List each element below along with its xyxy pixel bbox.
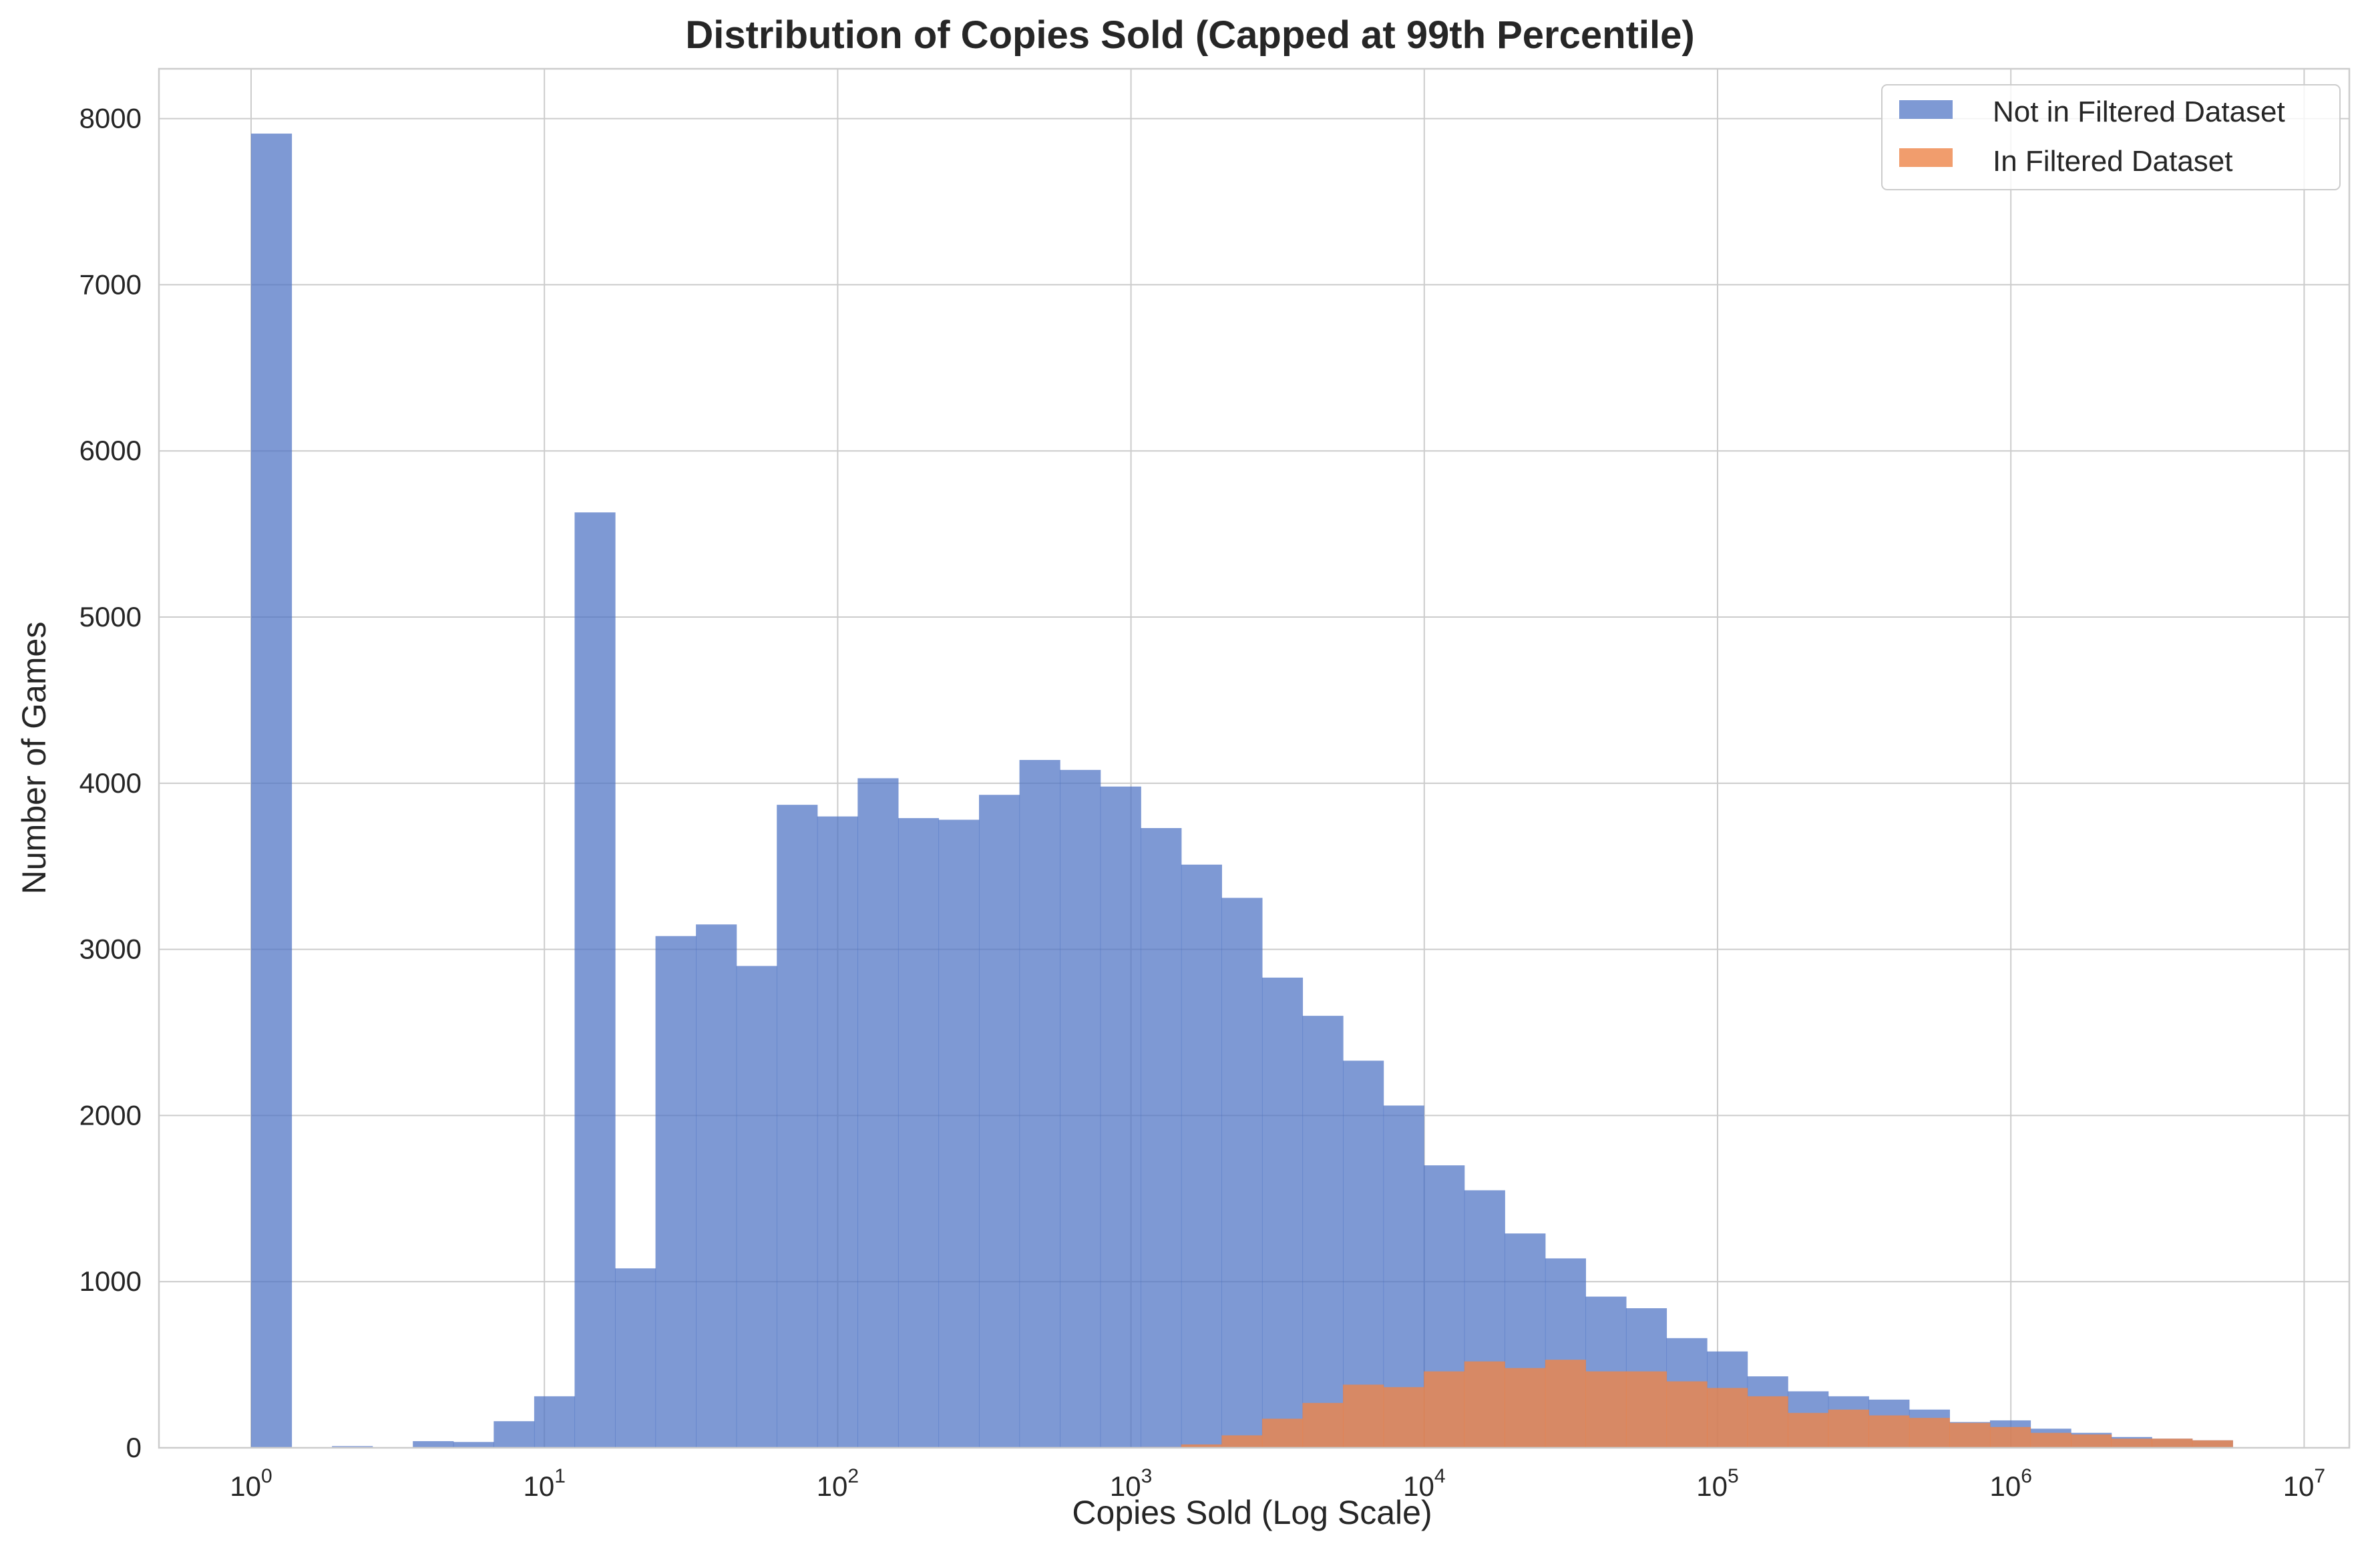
bar-in-filtered (1343, 1384, 1384, 1448)
bar-not-in-filtered (615, 1268, 656, 1448)
bar-not-in-filtered (655, 936, 697, 1448)
bar-not-in-filtered (696, 924, 737, 1448)
y-tick-label: 6000 (79, 435, 142, 466)
bar-in-filtered (1949, 1422, 1991, 1448)
x-tick-label: 103 (1110, 1465, 1152, 1502)
bar-in-filtered (1261, 1418, 1304, 1448)
legend-label-not-in-filtered: Not in Filtered Dataset (1993, 95, 2285, 128)
y-tick-label: 2000 (79, 1099, 142, 1131)
plot-border (158, 67, 2351, 1449)
bar-not-in-filtered (1302, 1016, 1344, 1448)
y-tick-label: 1000 (79, 1265, 142, 1297)
bar-not-in-filtered (1019, 759, 1060, 1448)
bar-in-filtered (1505, 1368, 1546, 1448)
bar-not-in-filtered (1221, 898, 1263, 1448)
bar-not-in-filtered (898, 818, 940, 1448)
bar-not-in-filtered (413, 1441, 454, 1448)
bar-not-in-filtered (938, 819, 980, 1448)
y-tick-label: 8000 (79, 103, 142, 134)
bar-in-filtered (1383, 1387, 1424, 1448)
y-tick-label: 3000 (79, 934, 142, 965)
bar-not-in-filtered (736, 966, 777, 1448)
bar-in-filtered (1181, 1444, 1222, 1448)
y-tick-label: 0 (126, 1432, 142, 1463)
bar-not-in-filtered (1100, 786, 1141, 1448)
bar-not-in-filtered (1181, 864, 1222, 1448)
x-tick-label: 107 (2283, 1465, 2325, 1502)
bar-not-in-filtered (777, 805, 818, 1448)
bar-not-in-filtered (534, 1396, 576, 1448)
bars-layer (251, 134, 2233, 1448)
bar-not-in-filtered (817, 816, 858, 1448)
x-tick-label: 104 (1403, 1465, 1445, 1502)
y-tick-label: 4000 (79, 767, 142, 799)
bar-in-filtered (1585, 1371, 1627, 1448)
x-tick-label: 100 (230, 1465, 272, 1502)
bar-not-in-filtered (1261, 977, 1304, 1448)
bar-in-filtered (1625, 1371, 1667, 1448)
bar-not-in-filtered (453, 1442, 494, 1448)
bar-in-filtered (1788, 1412, 1829, 1448)
bar-in-filtered (1221, 1435, 1263, 1448)
bar-not-in-filtered (979, 795, 1020, 1448)
x-axis-label: Copies Sold (Log Scale) (1072, 1494, 1432, 1531)
tick-labels: 0 1000 2000 3000 4000 5000 6000 7000 8000 100 101 1… (79, 103, 2326, 1502)
x-tick-label: 102 (817, 1465, 859, 1502)
bar-in-filtered (1424, 1371, 1465, 1448)
legend-box (1881, 84, 2341, 190)
bar-in-filtered (1909, 1418, 1950, 1448)
bar-not-in-filtered (1141, 827, 1182, 1448)
bar-not-in-filtered (251, 134, 292, 1448)
x-tick-label: 106 (1989, 1465, 2031, 1502)
bar-in-filtered (1868, 1415, 1910, 1448)
plot-frame (158, 67, 2351, 1449)
bar-in-filtered (1989, 1426, 2031, 1448)
bar-in-filtered (1828, 1409, 1869, 1448)
x-tick-label: 105 (1696, 1465, 1738, 1502)
bar-in-filtered (1545, 1360, 1586, 1448)
bar-in-filtered (1747, 1396, 1788, 1448)
bar-in-filtered (2152, 1438, 2193, 1448)
bar-in-filtered (2111, 1438, 2152, 1448)
legend-swatch-in-filtered (1899, 148, 1953, 167)
bar-in-filtered (1666, 1381, 1708, 1448)
bar-in-filtered (1302, 1402, 1344, 1448)
legend-label-in-filtered: In Filtered Dataset (1993, 145, 2233, 178)
bar-in-filtered (1464, 1361, 1505, 1448)
y-axis-label: Number of Games (15, 622, 53, 894)
bar-in-filtered (2030, 1432, 2071, 1448)
y-tick-label: 5000 (79, 601, 142, 632)
bar-in-filtered (2071, 1434, 2112, 1448)
y-tick-label: 7000 (79, 268, 142, 300)
x-tick-label: 101 (523, 1465, 565, 1502)
bar-in-filtered (1707, 1388, 1748, 1448)
legend: Not in Filtered Dataset In Filtered Data… (1881, 84, 2341, 190)
bar-not-in-filtered (1343, 1060, 1384, 1448)
legend-swatch-not-in-filtered (1899, 100, 1953, 119)
chart-title: Distribution of Copies Sold (Capped at 9… (685, 13, 1694, 57)
bar-in-filtered (2192, 1440, 2233, 1448)
bar-not-in-filtered (857, 778, 899, 1448)
bar-not-in-filtered (1060, 769, 1101, 1448)
bar-not-in-filtered (574, 512, 616, 1448)
bar-not-in-filtered (493, 1421, 535, 1448)
